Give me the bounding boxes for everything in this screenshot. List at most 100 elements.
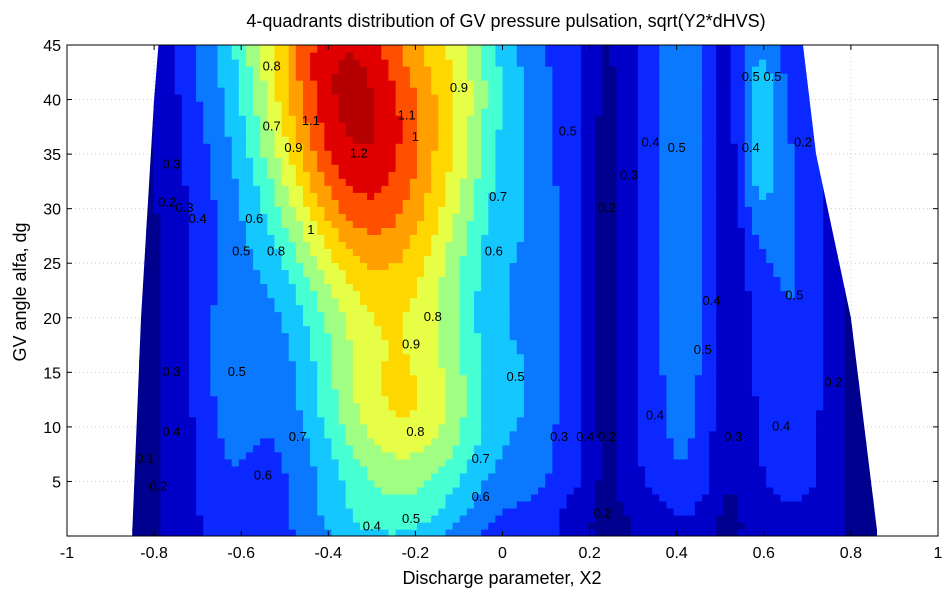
contour-cell <box>588 262 596 271</box>
contour-cell <box>502 367 511 376</box>
contour-cell <box>808 444 817 453</box>
contour-cell <box>652 507 660 516</box>
contour-cell <box>573 507 582 516</box>
contour-cell <box>759 241 767 250</box>
contour-cell <box>210 248 219 257</box>
contour-cell <box>787 479 796 488</box>
contour-cell <box>352 444 361 453</box>
contour-cell <box>816 514 824 523</box>
contour-cell <box>744 409 753 418</box>
contour-cell <box>509 227 518 235</box>
contour-cell <box>516 276 525 285</box>
contour-cell <box>780 472 789 481</box>
contour-cell <box>552 297 561 306</box>
contour-cell <box>502 395 511 404</box>
contour-cell <box>302 234 311 242</box>
contour-cell <box>203 234 211 242</box>
contour-cell <box>274 430 283 439</box>
contour-cell <box>730 339 739 348</box>
contour-cell <box>231 388 240 397</box>
contour-cell <box>787 255 796 264</box>
contour-cell <box>680 276 689 285</box>
contour-cell <box>730 409 739 418</box>
contour-cell <box>146 528 154 536</box>
contour-cell <box>231 479 240 488</box>
contour-cell <box>595 290 603 299</box>
contour-cell <box>196 248 204 257</box>
contour-cell <box>559 374 568 383</box>
contour-cell <box>823 437 831 446</box>
contour-cell <box>253 493 261 502</box>
contour-cell <box>253 262 261 271</box>
contour-cell <box>495 248 504 257</box>
contour-cell <box>267 465 276 474</box>
contour-cell <box>260 255 268 264</box>
contour-cell <box>823 507 831 516</box>
contour-cell <box>231 437 240 446</box>
contour-cell <box>367 311 375 320</box>
contour-cell <box>253 388 261 397</box>
contour-cell <box>367 514 375 523</box>
contour-cell <box>374 521 382 530</box>
contour-cell <box>766 528 774 536</box>
contour-cell <box>153 521 162 530</box>
contour-cell <box>702 304 710 313</box>
contour-cell <box>374 395 382 404</box>
contour-cell <box>573 220 582 228</box>
contour-cell <box>801 255 810 264</box>
contour-cell <box>139 297 147 306</box>
contour-cell <box>409 255 418 264</box>
contour-cell <box>260 318 268 327</box>
contour-cell <box>174 402 183 411</box>
contour-cell <box>245 353 254 362</box>
contour-cell <box>388 234 397 242</box>
contour-cell <box>502 514 511 523</box>
contour-cell <box>274 262 283 271</box>
contour-cell <box>602 507 610 516</box>
contour-cell <box>851 451 860 460</box>
contour-cell <box>438 290 447 299</box>
contour-cell <box>509 514 518 523</box>
contour-cell <box>595 444 603 453</box>
contour-cell <box>851 353 860 362</box>
contour-cell <box>766 318 774 327</box>
contour-cell <box>716 241 725 250</box>
contour-cell <box>766 276 774 285</box>
contour-cell <box>224 290 233 299</box>
contour-cell <box>381 248 390 257</box>
contour-cell <box>623 514 632 523</box>
contour-cell <box>837 451 846 460</box>
contour-cell <box>345 465 354 474</box>
contour-cell <box>224 500 233 509</box>
contour-cell <box>203 269 211 278</box>
contour-cell <box>217 437 226 446</box>
contour-cell <box>188 269 197 278</box>
contour-cell <box>231 409 240 418</box>
contour-cell <box>331 395 340 404</box>
contour-cell <box>794 500 803 509</box>
contour-cell <box>338 528 347 536</box>
contour-cell <box>630 353 639 362</box>
contour-cell <box>666 311 675 320</box>
contour-cell <box>452 276 461 285</box>
contour-cell <box>288 339 297 348</box>
contour-cell <box>723 290 732 299</box>
contour-cell <box>473 255 482 264</box>
contour-cell <box>744 367 753 376</box>
contour-cell <box>281 276 290 285</box>
contour-cell <box>331 409 340 418</box>
contour-cell <box>224 318 233 327</box>
contour-cell <box>531 290 539 299</box>
contour-cell <box>773 486 782 495</box>
contour-cell <box>473 297 482 306</box>
contour-cell <box>837 388 846 397</box>
contour-cell <box>851 409 860 418</box>
contour-cell <box>267 395 276 404</box>
contour-cell <box>409 283 418 292</box>
contour-cell <box>281 388 290 397</box>
contour-cell <box>424 479 432 488</box>
contour-cell <box>808 409 817 418</box>
contour-cell <box>367 234 375 242</box>
contour-cell <box>623 311 632 320</box>
contour-cell <box>338 451 347 460</box>
